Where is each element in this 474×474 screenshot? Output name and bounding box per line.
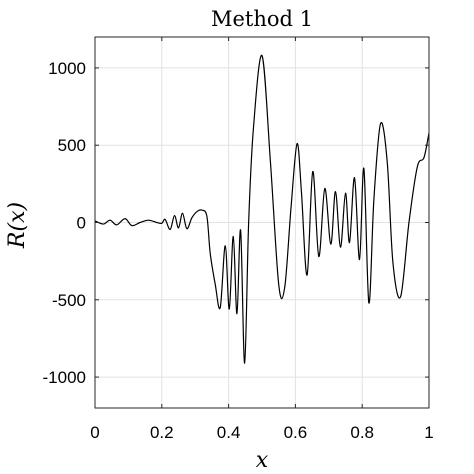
y-tick-label: 0 bbox=[77, 214, 86, 233]
y-axis-label: R(x) bbox=[5, 202, 30, 249]
x-tick-label: 0 bbox=[90, 423, 99, 442]
y-tick-labels: -1000 -500 0 500 1000 bbox=[43, 59, 86, 387]
y-tick-label: 500 bbox=[58, 136, 86, 155]
series-line bbox=[94, 54, 430, 364]
grid-lines bbox=[94, 37, 430, 408]
tick-marks bbox=[94, 37, 430, 408]
x-tick-label: 0.8 bbox=[350, 423, 374, 442]
x-tick-label: 0.6 bbox=[284, 423, 308, 442]
series-lines bbox=[94, 54, 430, 364]
y-tick-label: -500 bbox=[52, 291, 86, 310]
x-tick-label: 0.4 bbox=[217, 423, 241, 442]
y-tick-label: 1000 bbox=[48, 59, 86, 78]
x-tick-labels: 0 0.2 0.4 0.6 0.8 1 bbox=[90, 423, 433, 442]
x-tick-label: 1 bbox=[424, 423, 433, 442]
x-tick-label: 0.2 bbox=[150, 423, 174, 442]
y-tick-label: -1000 bbox=[43, 368, 86, 387]
chart-title: Method 1 bbox=[211, 7, 313, 31]
x-axis-label: x bbox=[256, 448, 269, 473]
